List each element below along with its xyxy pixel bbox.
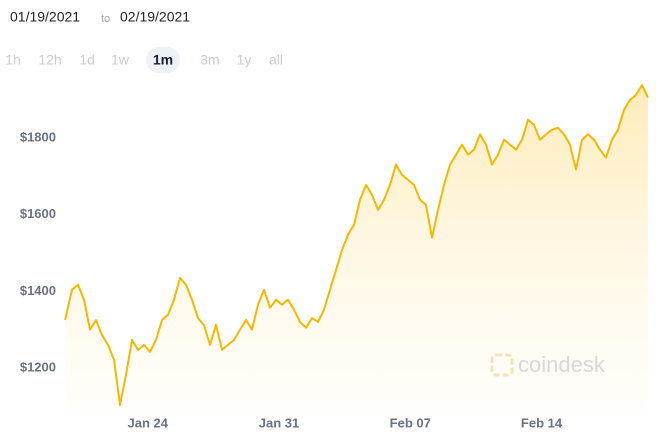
range-button[interactable]: all bbox=[269, 52, 283, 68]
range-button[interactable]: 1m bbox=[153, 52, 173, 68]
x-tick-label: Feb 07 bbox=[390, 415, 431, 430]
watermark-text: coindesk bbox=[518, 352, 606, 377]
y-tick-label: $1800 bbox=[20, 130, 56, 145]
range-button[interactable]: 3m bbox=[200, 52, 219, 68]
watermark-icon bbox=[490, 353, 514, 377]
range-button[interactable]: 12h bbox=[38, 52, 61, 68]
area bbox=[65, 85, 649, 410]
watermark: coindesk bbox=[490, 352, 606, 377]
date-to-word: to bbox=[101, 13, 110, 25]
line bbox=[64, 84, 649, 406]
range-button[interactable]: 1h bbox=[5, 52, 21, 68]
range-button[interactable]: 1y bbox=[237, 52, 252, 68]
date-from: 01/19/2021 bbox=[10, 9, 80, 25]
y-tick-label: $1400 bbox=[20, 283, 56, 298]
range-button[interactable]: 1w bbox=[111, 52, 130, 68]
x-tick-label: Jan 31 bbox=[259, 415, 299, 430]
y-tick-label: $1600 bbox=[20, 206, 56, 221]
active-range-bg bbox=[146, 47, 180, 73]
date-to: 02/19/2021 bbox=[120, 9, 190, 25]
x-tick-label: Feb 14 bbox=[521, 415, 563, 430]
y-tick-label: $1200 bbox=[20, 359, 56, 374]
range-button[interactable]: 1d bbox=[79, 52, 95, 68]
x-tick-label: Jan 24 bbox=[128, 415, 169, 430]
